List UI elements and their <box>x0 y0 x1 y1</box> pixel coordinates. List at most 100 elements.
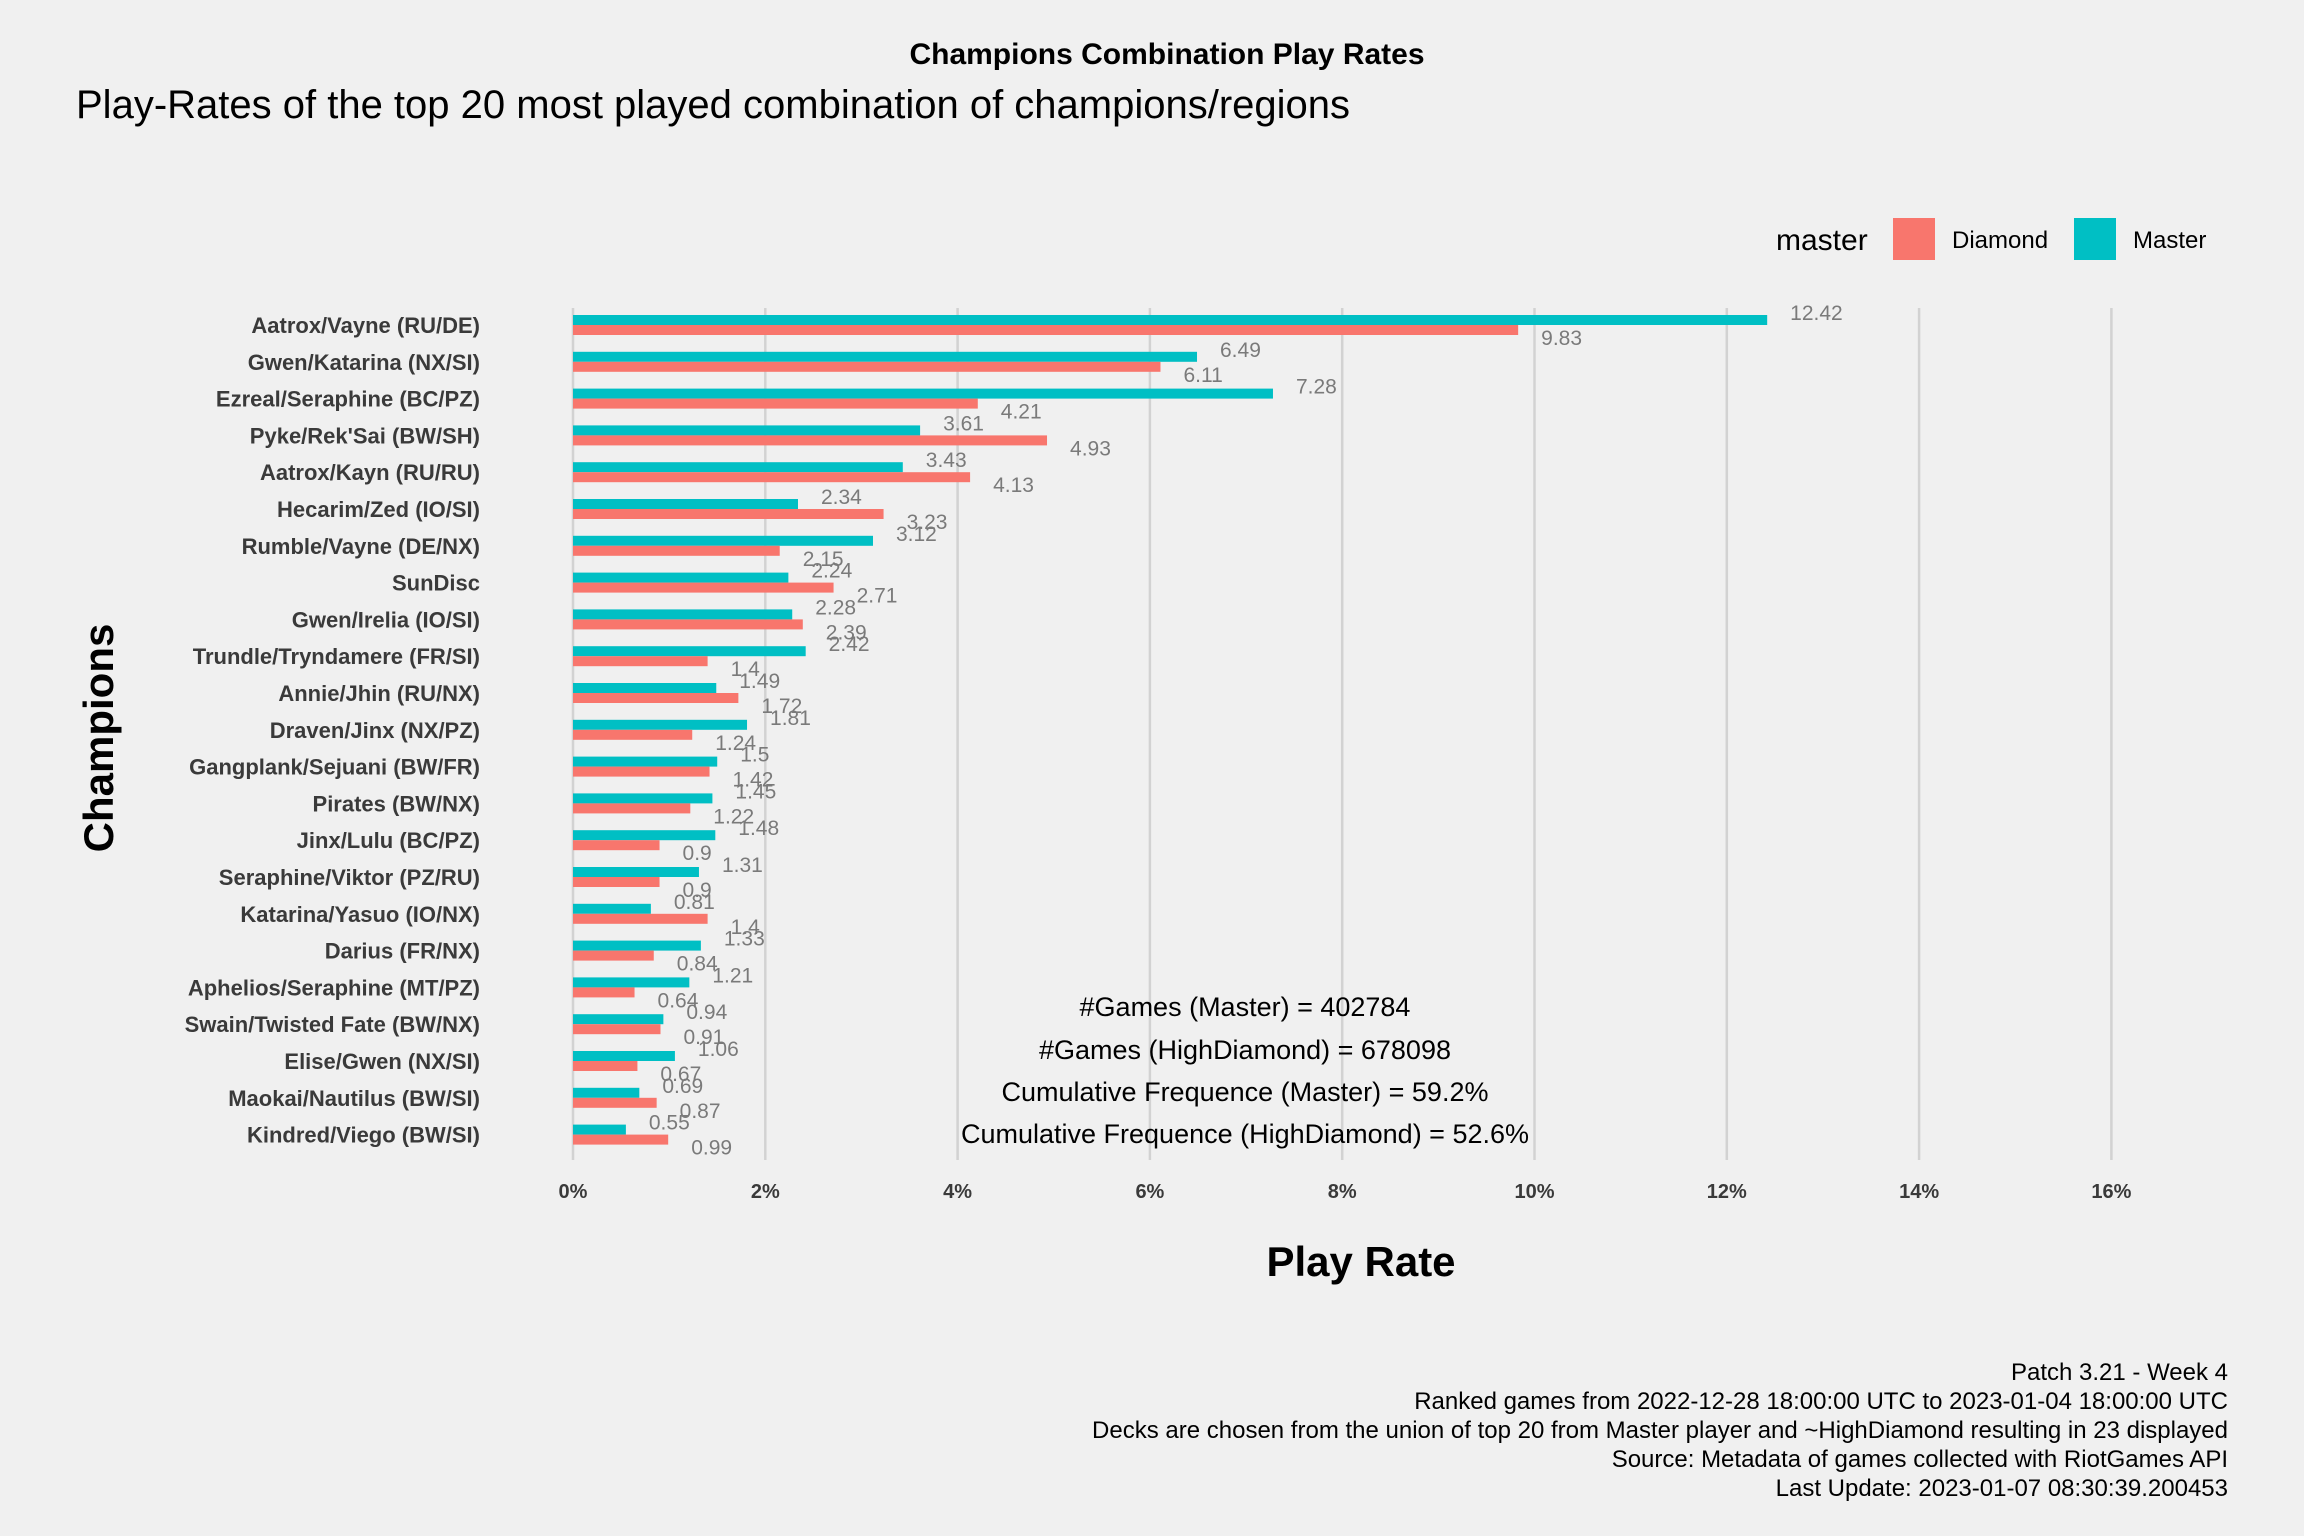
bar-master <box>573 719 748 730</box>
bar-diamond <box>573 693 739 703</box>
data-label-diamond: 1.4 <box>731 916 761 939</box>
bar-diamond <box>573 1024 661 1035</box>
legend-label-master: Master <box>2133 227 2206 254</box>
data-label-diamond: 1.4 <box>731 658 761 681</box>
bar-master <box>573 609 793 620</box>
data-label-master: 1.81 <box>770 707 811 730</box>
bar-diamond <box>573 361 1161 372</box>
data-label-diamond: 0.9 <box>683 842 712 865</box>
bar-diamond <box>573 619 803 630</box>
data-label-diamond: 0.9 <box>683 879 712 902</box>
bar-master <box>573 646 806 657</box>
legend-swatch-diamond <box>1893 218 1935 260</box>
y-tick-label: Elise/Gwen (NX/SI) <box>284 1049 480 1074</box>
data-label-master: 0.94 <box>686 1001 727 1024</box>
data-label-diamond: 1.24 <box>715 732 756 755</box>
data-label-master: 1.33 <box>724 928 765 951</box>
bar-master <box>573 535 873 546</box>
caption-line-dates: Ranked games from 2022-12-28 18:00:00 UT… <box>1414 1388 2228 1415</box>
bar-master <box>573 867 699 877</box>
chart-title: Champions Combination Play Rates <box>909 38 1424 71</box>
x-tick-label: 2% <box>751 1181 780 1203</box>
bar-diamond <box>573 1061 638 1071</box>
legend-swatch-master <box>2074 218 2116 260</box>
y-tick-label: Hecarim/Zed (IO/SI) <box>277 497 480 522</box>
x-tick-labels: 0% 2% 4% 6% 8% 10% 12% 14% 16% <box>559 1181 2132 1203</box>
y-tick-label: SunDisc <box>392 571 480 596</box>
chart-subtitle: Play-Rates of the top 20 most played com… <box>76 83 1350 127</box>
x-tick-label: 4% <box>943 1181 972 1203</box>
bar-master <box>573 1014 664 1025</box>
data-label-master: 2.24 <box>811 560 852 583</box>
annotation-games-highdiamond: #Games (HighDiamond) = 678098 <box>1039 1035 1451 1065</box>
bar-diamond <box>573 656 708 667</box>
bar-diamond <box>573 840 660 851</box>
data-label-diamond: 1.22 <box>713 805 754 828</box>
data-label-diamond: 2.71 <box>857 585 898 608</box>
bar-diamond <box>573 803 691 814</box>
bar-master <box>573 830 716 841</box>
data-label-master: 1.06 <box>698 1038 739 1061</box>
bar-diamond <box>573 766 710 777</box>
bar-master <box>573 683 717 693</box>
bar-diamond <box>573 729 693 740</box>
bar-master <box>573 977 690 988</box>
caption: Patch 3.21 - Week 4 Ranked games from 20… <box>1092 1359 2228 1502</box>
data-label-master: 1.45 <box>735 780 776 803</box>
bar-master <box>573 572 789 583</box>
bar-master <box>573 1087 640 1098</box>
bar-master <box>573 793 713 804</box>
annotation-cumfreq-highdiamond: Cumulative Frequence (HighDiamond) = 52.… <box>961 1119 1529 1149</box>
y-tick-label: Ezreal/Seraphine (BC/PZ) <box>216 387 480 412</box>
bar-master <box>573 756 718 767</box>
y-tick-label: Darius (FR/NX) <box>325 939 480 964</box>
data-label-master: 6.49 <box>1220 339 1261 362</box>
data-label-diamond: 1.42 <box>733 769 774 792</box>
data-label-diamond: 1.72 <box>761 695 802 718</box>
data-label-master: 1.5 <box>740 744 769 767</box>
stats-annotation: #Games (Master) = 402784 #Games (HighDia… <box>961 992 1529 1149</box>
y-tick-label: Annie/Jhin (RU/NX) <box>278 681 480 706</box>
data-label-diamond: 2.39 <box>826 621 867 644</box>
bar-diamond <box>573 877 660 887</box>
x-tick-label: 8% <box>1328 1181 1357 1203</box>
legend-title: master <box>1776 224 1868 257</box>
y-tick-label: Swain/Twisted Fate (BW/NX) <box>185 1012 480 1037</box>
bar-master <box>573 388 1273 399</box>
y-tick-label: Katarina/Yasuo (IO/NX) <box>240 902 480 927</box>
y-tick-label: Kindred/Viego (BW/SI) <box>247 1123 480 1148</box>
y-tick-label: Pyke/Rek'Sai (BW/SH) <box>250 423 480 448</box>
bar-diamond <box>573 545 780 556</box>
data-label-master: 3.43 <box>926 449 967 472</box>
data-label-master: 0.69 <box>662 1075 703 1098</box>
bar-diamond <box>573 509 884 519</box>
y-tick-label: Aphelios/Seraphine (MT/PZ) <box>188 975 480 1000</box>
data-label-diamond: 2.15 <box>803 548 844 571</box>
data-label-diamond: 0.84 <box>677 953 718 976</box>
caption-line-patch: Patch 3.21 - Week 4 <box>2011 1359 2228 1386</box>
data-label-diamond: 0.99 <box>691 1137 732 1160</box>
bar-diamond <box>573 325 1519 335</box>
annotation-cumfreq-master: Cumulative Frequence (Master) = 59.2% <box>1002 1077 1489 1107</box>
y-tick-label: Aatrox/Kayn (RU/RU) <box>260 460 480 485</box>
bar-master <box>573 940 701 951</box>
data-label-master: 7.28 <box>1296 376 1337 399</box>
bar-diamond <box>573 1134 669 1145</box>
bar-diamond <box>573 1097 657 1108</box>
y-tick-label: Maokai/Nautilus (BW/SI) <box>228 1086 480 1111</box>
y-tick-label: Pirates (BW/NX) <box>313 791 480 816</box>
y-tick-label: Jinx/Lulu (BC/PZ) <box>297 828 480 853</box>
y-tick-labels: Aatrox/Vayne (RU/DE) Gwen/Katarina (NX/SI… <box>185 313 480 1148</box>
bar-diamond <box>573 582 834 593</box>
data-label-diamond: 4.21 <box>1001 401 1042 424</box>
data-label-master: 3.12 <box>896 523 937 546</box>
x-tick-label: 12% <box>1707 1181 1747 1203</box>
y-tick-label: Gwen/Irelia (IO/SI) <box>292 607 480 632</box>
data-label-diamond: 3.23 <box>907 511 948 534</box>
bar-master <box>573 499 798 509</box>
data-label-master: 2.42 <box>829 633 870 656</box>
data-label-diamond: 0.87 <box>680 1100 721 1123</box>
bar-diamond <box>573 987 635 998</box>
bar-master <box>573 462 903 473</box>
